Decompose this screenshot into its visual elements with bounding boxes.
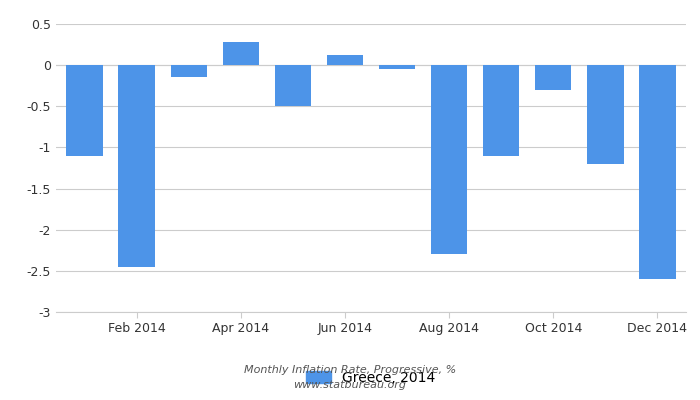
Bar (118, 65, 155, 267)
Text: Monthly Inflation Rate, Progressive, %: Monthly Inflation Rate, Progressive, % (244, 365, 456, 375)
Bar (274, 65, 311, 106)
Bar (587, 65, 624, 164)
Bar (431, 65, 468, 254)
Bar (66, 65, 103, 156)
Bar (483, 65, 519, 156)
Text: www.statbureau.org: www.statbureau.org (293, 380, 407, 390)
Bar (639, 65, 676, 279)
Bar (171, 65, 207, 78)
Bar (223, 42, 259, 65)
Legend: Greece, 2014: Greece, 2014 (307, 371, 435, 385)
Bar (379, 65, 415, 69)
Bar (535, 65, 571, 90)
Bar (327, 55, 363, 65)
